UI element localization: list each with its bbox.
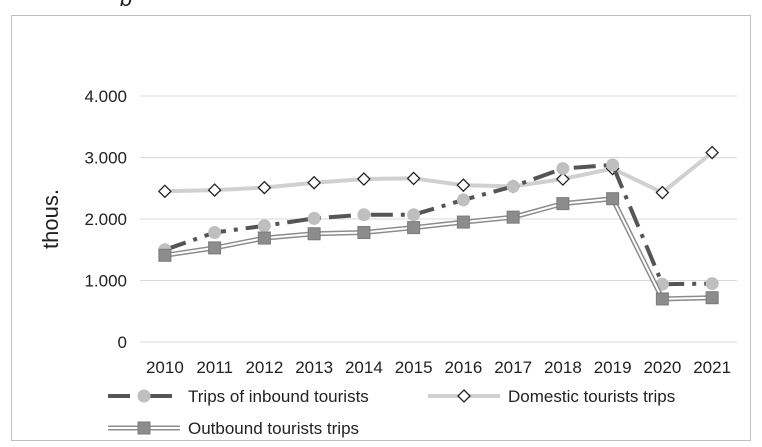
data-point-diamond [555, 172, 570, 186]
x-tick-label: 2017 [494, 358, 532, 377]
series-line-inner [164, 197, 713, 300]
y-axis-label: thous. [38, 189, 63, 249]
data-point-circle [705, 277, 719, 291]
y-tick-label: 2.000 [84, 210, 127, 229]
data-point-square [606, 192, 620, 206]
data-point-diamond [457, 389, 471, 403]
data-point-diamond [655, 185, 670, 200]
legend-label: Domestic tourists trips [508, 387, 675, 406]
x-tick-label: 2019 [594, 358, 632, 377]
legend-label: Outbound tourists trips [188, 419, 359, 438]
data-point-square [137, 421, 151, 435]
x-tick-label: 2010 [146, 358, 184, 377]
cropped-caption-text: p [120, 0, 240, 6]
data-point-circle [456, 193, 470, 207]
series-square [158, 192, 719, 306]
x-tick-label: 2020 [643, 358, 681, 377]
x-tick-label: 2015 [395, 358, 433, 377]
x-tick-label: 2018 [544, 358, 582, 377]
x-tick-label: 2012 [245, 358, 283, 377]
series-line [164, 162, 713, 287]
data-point-diamond [207, 183, 222, 198]
y-tick-label: 0 [118, 333, 127, 352]
data-point-circle [506, 179, 520, 193]
legend-entry: Trips of inbound tourists [108, 387, 369, 406]
x-tick-label: 2021 [693, 358, 731, 377]
data-point-diamond [257, 180, 272, 195]
grid-lines [140, 95, 737, 343]
legend-entry: Domestic tourists trips [428, 387, 675, 406]
y-axis-ticks: 0 1.000 2.000 3.000 4.000 [84, 87, 127, 352]
y-tick-label: 1.000 [84, 272, 127, 291]
chart-frame [11, 15, 751, 441]
data-point-square [556, 197, 570, 211]
data-point-diamond [307, 175, 322, 190]
data-point-circle [357, 208, 371, 222]
data-point-circle [307, 211, 321, 225]
data-point-circle [556, 162, 570, 176]
x-axis-ticks: 2010 2011 2012 2013 2014 2015 2016 2017 2018 2019… [146, 358, 731, 377]
series-diamond [157, 145, 720, 200]
data-point-circle [257, 219, 271, 233]
data-point-square [705, 291, 719, 305]
data-point-circle [137, 389, 151, 403]
x-tick-label: 2014 [345, 358, 383, 377]
data-point-circle [208, 226, 222, 240]
data-point-diamond [356, 172, 371, 186]
data-point-circle [606, 158, 620, 172]
data-point-diamond [705, 145, 720, 160]
y-tick-label: 3.000 [84, 149, 127, 168]
data-point-circle [407, 208, 421, 222]
data-point-diamond [456, 178, 471, 193]
data-point-diamond [157, 184, 172, 199]
x-tick-label: 2013 [295, 358, 333, 377]
data-point-square [456, 215, 470, 229]
data-point-square [655, 292, 669, 306]
y-tick-label: 4.000 [84, 87, 127, 106]
series-line-outer [164, 196, 713, 302]
x-tick-label: 2011 [196, 358, 233, 377]
data-point-square [257, 231, 271, 245]
data-point-square [407, 221, 421, 235]
data-point-square [307, 227, 321, 241]
data-point-square [357, 226, 371, 240]
data-point-diamond [406, 171, 421, 186]
legend-label: Trips of inbound tourists [188, 387, 369, 406]
legend-entry: Outbound tourists trips [108, 419, 359, 438]
data-point-square [506, 210, 520, 224]
series-line [164, 151, 714, 195]
data-point-square [208, 241, 222, 255]
series-group [157, 145, 720, 306]
data-point-square [158, 248, 172, 262]
x-tick-label: 2016 [444, 358, 482, 377]
legend: Trips of inbound tourists Domestic touris… [108, 387, 675, 438]
